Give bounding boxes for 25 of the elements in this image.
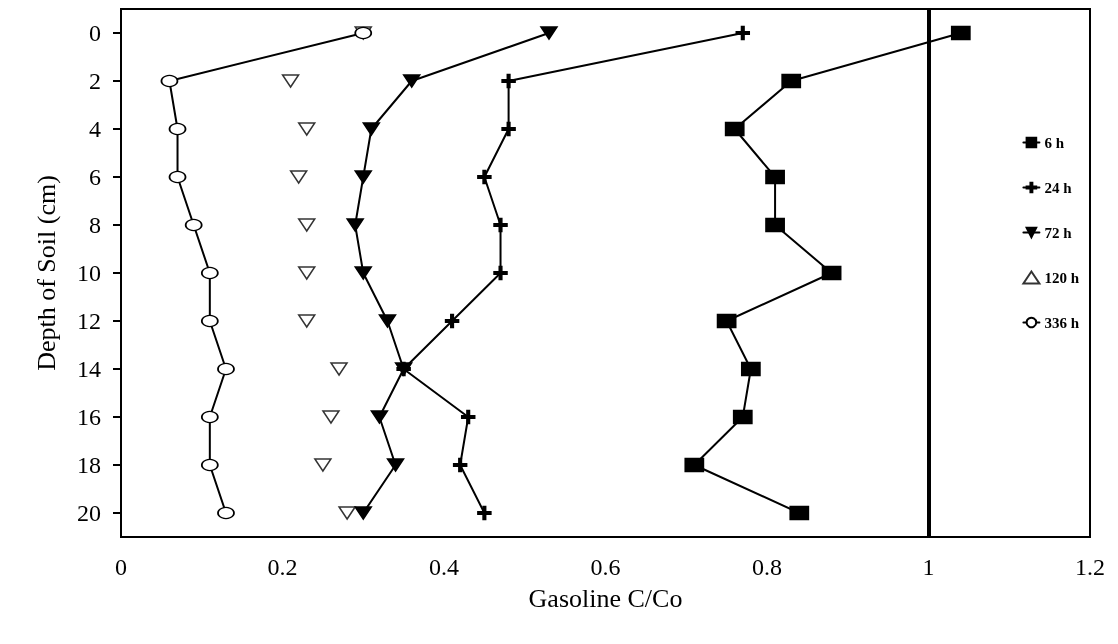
- x-tick-label: 1.2: [1075, 554, 1105, 580]
- legend-label: 72 h: [1044, 224, 1073, 241]
- y-tick-label: 10: [77, 260, 101, 286]
- y-tick-label: 12: [77, 308, 101, 334]
- y-tick-label: 8: [89, 212, 101, 238]
- x-tick-label: 0.6: [590, 554, 621, 580]
- legend-label: 120 h: [1044, 269, 1080, 286]
- y-tick-label: 16: [77, 404, 101, 430]
- y-tick-label: 20: [77, 500, 101, 526]
- y-tick-label: 14: [77, 356, 101, 382]
- x-axis-title: Gasoline C/Co: [528, 583, 683, 613]
- legend-label: 336 h: [1044, 314, 1080, 331]
- y-axis-title: Depth of Soil (cm): [31, 175, 61, 371]
- y-tick-label: 4: [89, 116, 101, 142]
- y-tick-label: 18: [77, 452, 101, 478]
- x-tick-label: 0.8: [752, 554, 782, 580]
- y-tick-label: 6: [89, 164, 101, 190]
- y-tick-label: 0: [89, 20, 101, 46]
- legend-label: 6 h: [1044, 134, 1065, 151]
- legend-label: 24 h: [1044, 179, 1073, 196]
- x-tick-label: 0.2: [267, 554, 298, 580]
- x-tick-label: 1: [922, 554, 935, 580]
- x-tick-label: 0.4: [429, 554, 459, 580]
- y-tick-label: 2: [89, 68, 101, 94]
- x-tick-label: 0: [115, 554, 127, 580]
